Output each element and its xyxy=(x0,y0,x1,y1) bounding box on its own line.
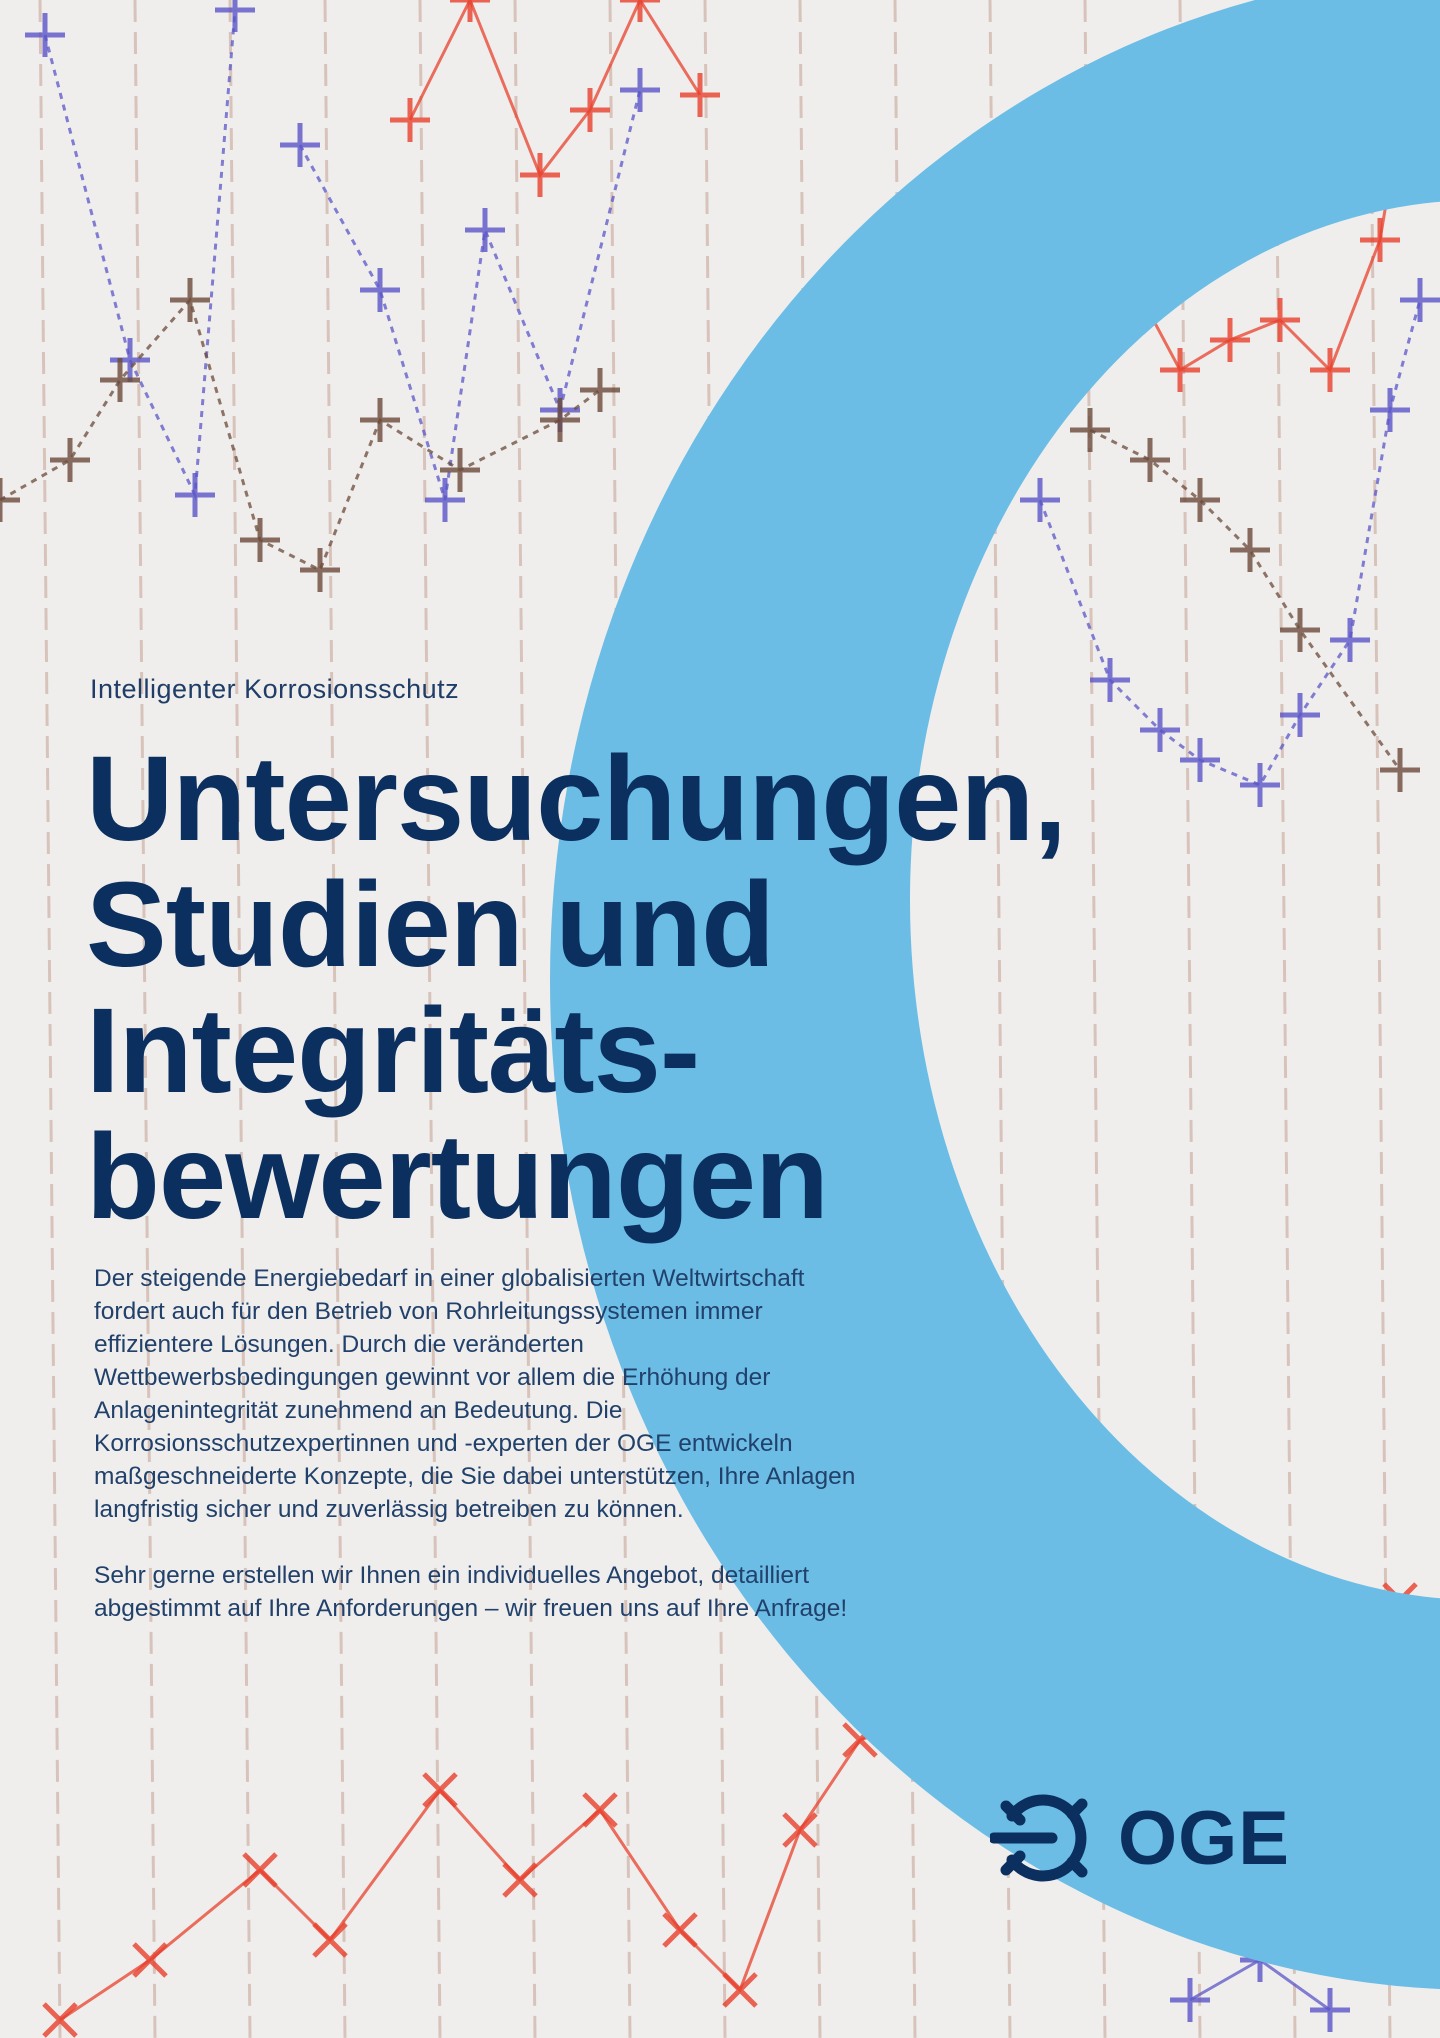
background-marker xyxy=(782,1812,818,1848)
blue-ring xyxy=(550,0,1440,1989)
title-line: Integritäts- xyxy=(86,982,700,1118)
background-series xyxy=(1038,299,1422,787)
oge-logo: OGE xyxy=(990,1788,1290,1888)
background-marker xyxy=(1170,1978,1210,2022)
gridline xyxy=(38,0,62,2038)
background-marker xyxy=(502,1862,538,1898)
gridline xyxy=(608,0,632,2038)
paragraph: Der steigende Energiebedarf in einer glo… xyxy=(94,1265,856,1523)
background-marker xyxy=(390,98,430,142)
background-marker xyxy=(580,368,620,412)
background-series xyxy=(298,89,642,501)
background-series xyxy=(0,296,601,573)
title-line: Studien und xyxy=(86,856,775,992)
title-line: bewertungen xyxy=(86,1108,829,1244)
background-marker xyxy=(1180,478,1220,522)
background-marker xyxy=(1230,528,1270,572)
background-marker xyxy=(1280,608,1320,652)
background-marker xyxy=(540,398,580,442)
background-marker xyxy=(312,1922,348,1958)
background-marker xyxy=(1380,748,1420,792)
background-series xyxy=(43,9,237,501)
background-marker xyxy=(100,358,140,402)
background-marker xyxy=(1140,708,1180,752)
title-line: Untersuchungen, xyxy=(86,730,1067,866)
background-marker xyxy=(280,123,320,167)
background-marker xyxy=(662,1912,698,1948)
background-marker xyxy=(1070,408,1110,452)
background-marker xyxy=(1130,438,1170,482)
background-marker xyxy=(1310,348,1350,392)
background-marker xyxy=(465,208,505,252)
background-marker xyxy=(1090,658,1130,702)
background-marker xyxy=(450,0,490,22)
background-marker xyxy=(1360,218,1400,262)
background-marker xyxy=(1310,1988,1350,2032)
background-marker xyxy=(42,2002,78,2038)
background-marker xyxy=(1330,618,1370,662)
background-marker xyxy=(520,153,560,197)
background-marker xyxy=(25,13,65,57)
background-marker xyxy=(1180,738,1220,782)
gridline xyxy=(323,0,347,2038)
background-marker xyxy=(1400,278,1440,322)
background-series xyxy=(59,1718,921,2022)
background-series xyxy=(1089,428,1402,771)
gridline xyxy=(703,0,727,2038)
background-marker xyxy=(680,73,720,117)
background-marker xyxy=(1280,693,1320,737)
background-marker xyxy=(242,1852,278,1888)
gridline xyxy=(228,0,252,2038)
background-marker xyxy=(620,68,660,112)
background-marker xyxy=(1210,318,1250,362)
background-marker xyxy=(240,518,280,562)
background-marker xyxy=(110,338,150,382)
gridline xyxy=(418,0,442,2038)
gridline xyxy=(513,0,537,2038)
kicker: Intelligenter Korrosionsschutz xyxy=(90,674,460,704)
logo-text: OGE xyxy=(1118,1795,1290,1881)
background-marker xyxy=(170,278,210,322)
background-series xyxy=(408,0,702,179)
background-marker xyxy=(570,88,610,132)
background-marker xyxy=(175,473,215,517)
background-marker xyxy=(215,0,255,32)
paragraph: Sehr gerne erstellen wir Ihnen ein indiv… xyxy=(94,1562,848,1622)
background-marker xyxy=(1240,763,1280,807)
background-marker xyxy=(582,1792,618,1828)
background-marker xyxy=(440,448,480,492)
background-marker xyxy=(722,1972,758,2008)
background-marker xyxy=(1260,298,1300,342)
body-text: Der steigende Energiebedarf in einer glo… xyxy=(94,1262,874,1658)
oge-logo-icon xyxy=(990,1794,1088,1882)
background-marker xyxy=(1020,478,1060,522)
background-marker xyxy=(425,478,465,522)
page-title: Untersuchungen, Studien und Integritäts-… xyxy=(86,730,1067,1244)
background-marker xyxy=(300,548,340,592)
gridline xyxy=(133,0,157,2038)
background-marker xyxy=(360,268,400,312)
background-marker xyxy=(1370,388,1410,432)
background-marker xyxy=(620,0,660,22)
background-marker xyxy=(422,1772,458,1808)
background-marker xyxy=(132,1942,168,1978)
background-marker xyxy=(1160,348,1200,392)
background-marker xyxy=(0,478,20,522)
background-marker xyxy=(50,438,90,482)
background-marker xyxy=(360,398,400,442)
